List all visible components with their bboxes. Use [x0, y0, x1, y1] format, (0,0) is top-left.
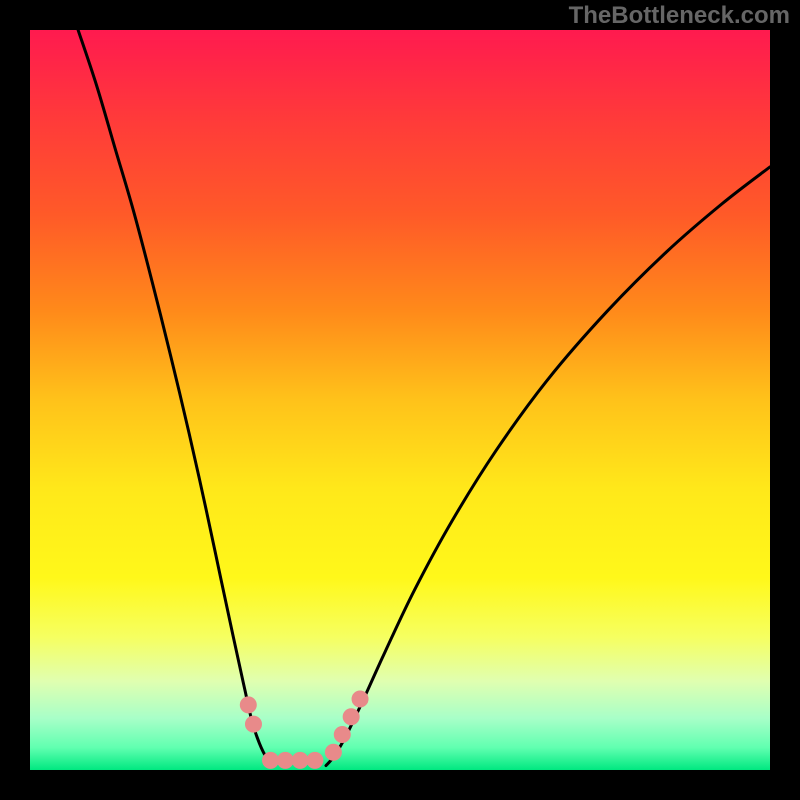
- data-marker: [263, 752, 279, 768]
- data-marker: [292, 752, 308, 768]
- watermark-text: TheBottleneck.com: [569, 2, 790, 30]
- data-marker: [334, 726, 350, 742]
- data-marker: [343, 709, 359, 725]
- data-marker: [245, 716, 261, 732]
- data-marker: [352, 691, 368, 707]
- chart-plot-area: [30, 30, 770, 770]
- data-marker: [325, 744, 341, 760]
- chart-background: [30, 30, 770, 770]
- data-marker: [240, 697, 256, 713]
- canvas-root: TheBottleneck.com: [0, 0, 800, 800]
- data-marker: [307, 752, 323, 768]
- chart-svg: [30, 30, 770, 770]
- data-marker: [277, 752, 293, 768]
